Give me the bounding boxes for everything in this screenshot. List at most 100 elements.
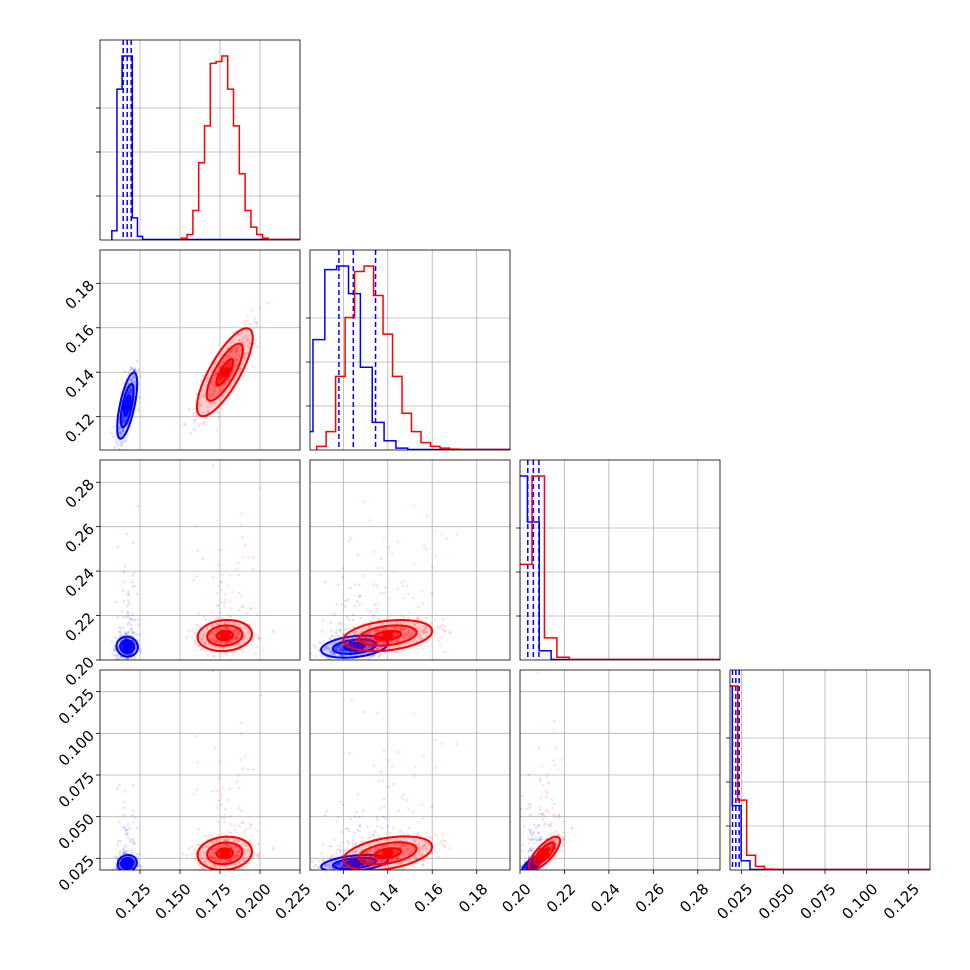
scatter-point	[118, 850, 122, 854]
scatter-point	[119, 839, 122, 843]
scatter-point	[238, 354, 242, 357]
scatter-point	[364, 632, 368, 636]
scatter-point	[127, 599, 130, 602]
scatter-point	[337, 862, 341, 866]
scatter-point	[258, 852, 262, 855]
scatter-point	[386, 825, 390, 828]
scatter-point	[236, 350, 239, 353]
scatter-point	[317, 641, 321, 644]
scatter-point	[371, 655, 374, 658]
scatter-point	[212, 384, 215, 388]
scatter-point	[226, 378, 229, 382]
scatter-point	[120, 432, 124, 436]
scatter-point	[225, 390, 228, 393]
scatter-point	[239, 338, 242, 341]
scatter-point	[334, 870, 337, 873]
scatter-point	[244, 635, 247, 638]
scatter-point	[137, 368, 141, 371]
scatter-point	[335, 648, 338, 652]
scatter-point	[376, 602, 379, 605]
scatter-point	[379, 573, 382, 577]
scatter-point	[396, 639, 400, 643]
scatter-point	[224, 860, 228, 863]
scatter-point	[130, 388, 134, 391]
scatter-point	[329, 844, 332, 848]
scatter-point	[131, 580, 134, 584]
scatter-point	[234, 358, 238, 362]
scatter-point	[366, 860, 370, 863]
scatter-point	[112, 435, 115, 438]
scatter-point	[441, 628, 445, 631]
scatter-point	[193, 857, 197, 861]
scatter-point	[353, 631, 357, 635]
scatter-point	[116, 654, 119, 658]
scatter-point	[129, 392, 133, 396]
scatter-point	[209, 394, 213, 397]
scatter-point	[396, 540, 400, 544]
scatter-point	[196, 843, 199, 846]
scatter-point	[215, 646, 218, 650]
scatter-point	[256, 645, 259, 649]
scatter-point	[340, 603, 344, 606]
scatter-point	[319, 642, 323, 645]
scatter-point	[239, 861, 242, 864]
scatter-point	[129, 623, 133, 626]
scatter-point	[220, 793, 223, 797]
scatter-point	[137, 633, 141, 636]
scatter-point	[238, 824, 241, 828]
scatter-point	[359, 616, 362, 620]
panel-3-1: 0.12 0.14 0.16 0.18	[308, 669, 511, 916]
scatter-point	[229, 350, 233, 354]
scatter-point	[346, 637, 349, 641]
scatter-point	[195, 623, 198, 627]
scatter-point	[204, 399, 208, 403]
scatter-point	[415, 617, 419, 620]
scatter-point	[123, 580, 126, 584]
scatter-point	[118, 852, 122, 855]
scatter-point	[416, 831, 420, 835]
scatter-point	[308, 871, 311, 874]
scatter-point	[411, 596, 415, 600]
scatter-point	[329, 865, 333, 869]
scatter-point	[232, 839, 235, 843]
scatter-point	[403, 636, 406, 640]
scatter-point	[256, 864, 259, 867]
scatter-point	[398, 621, 402, 625]
scatter-point	[251, 567, 255, 571]
scatter-point	[347, 641, 350, 644]
scatter-point	[412, 562, 416, 566]
scatter-point	[236, 347, 240, 351]
scatter-point	[228, 640, 231, 644]
scatter-point	[377, 629, 380, 633]
scatter-point	[208, 637, 212, 641]
scatter-point	[215, 840, 218, 843]
scatter-point	[379, 640, 382, 644]
scatter-point	[202, 850, 205, 854]
scatter-point	[416, 617, 420, 621]
scatter-point	[366, 646, 370, 650]
scatter-point	[402, 616, 405, 619]
scatter-point	[387, 546, 391, 549]
scatter-point	[124, 417, 128, 420]
scatter-point	[424, 628, 427, 631]
scatter-point	[351, 626, 355, 629]
histogram-0	[520, 475, 552, 660]
scatter-point	[395, 621, 399, 625]
scatter-point	[224, 843, 228, 846]
scatter-point	[343, 849, 347, 853]
scatter-point	[125, 532, 129, 536]
scatter-point	[353, 604, 356, 608]
scatter-point	[248, 840, 252, 843]
scatter-point	[202, 860, 206, 863]
scatter-point	[340, 646, 344, 650]
scatter-point	[314, 863, 318, 867]
scatter-point	[231, 339, 234, 342]
scatter-point	[118, 439, 121, 442]
scatter-point	[358, 594, 362, 598]
scatter-point	[129, 387, 133, 390]
scatter-point	[237, 345, 240, 349]
scatter-point	[136, 857, 140, 860]
scatter-point	[337, 646, 340, 649]
scatter-point	[416, 842, 419, 846]
scatter-point	[235, 780, 238, 784]
